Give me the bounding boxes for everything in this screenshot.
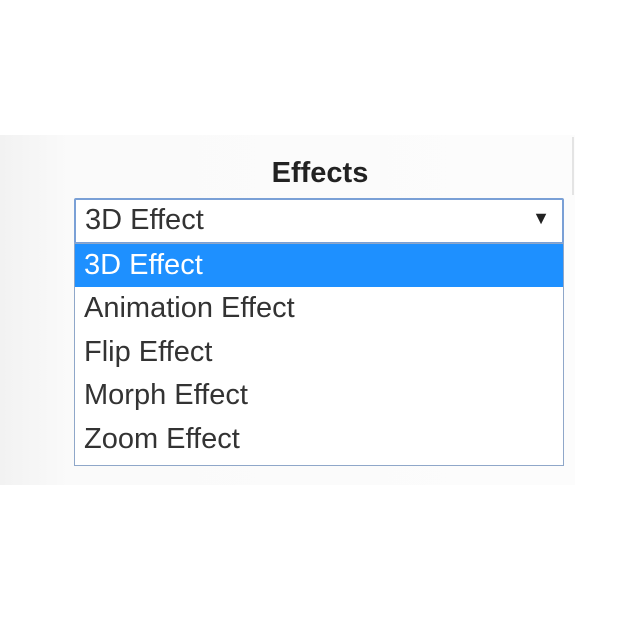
option-zoom-effect[interactable]: Zoom Effect [84,422,240,455]
triangle-down-icon[interactable]: ▼ [532,208,550,228]
effects-select[interactable]: 3D Effect ▼ [74,198,564,244]
option-flip-effect[interactable]: Flip Effect [84,335,213,368]
option-morph-effect[interactable]: Morph Effect [84,379,248,412]
option-animation-effect[interactable]: Animation Effect [84,292,295,325]
effects-label: Effects [271,157,369,189]
effects-dropdown-list: 3D Effect Animation Effect Flip Effect M… [74,243,564,466]
option-3d-effect[interactable]: 3D Effect [75,244,563,288]
selected-value: 3D Effect [85,204,204,236]
divider [572,137,574,195]
